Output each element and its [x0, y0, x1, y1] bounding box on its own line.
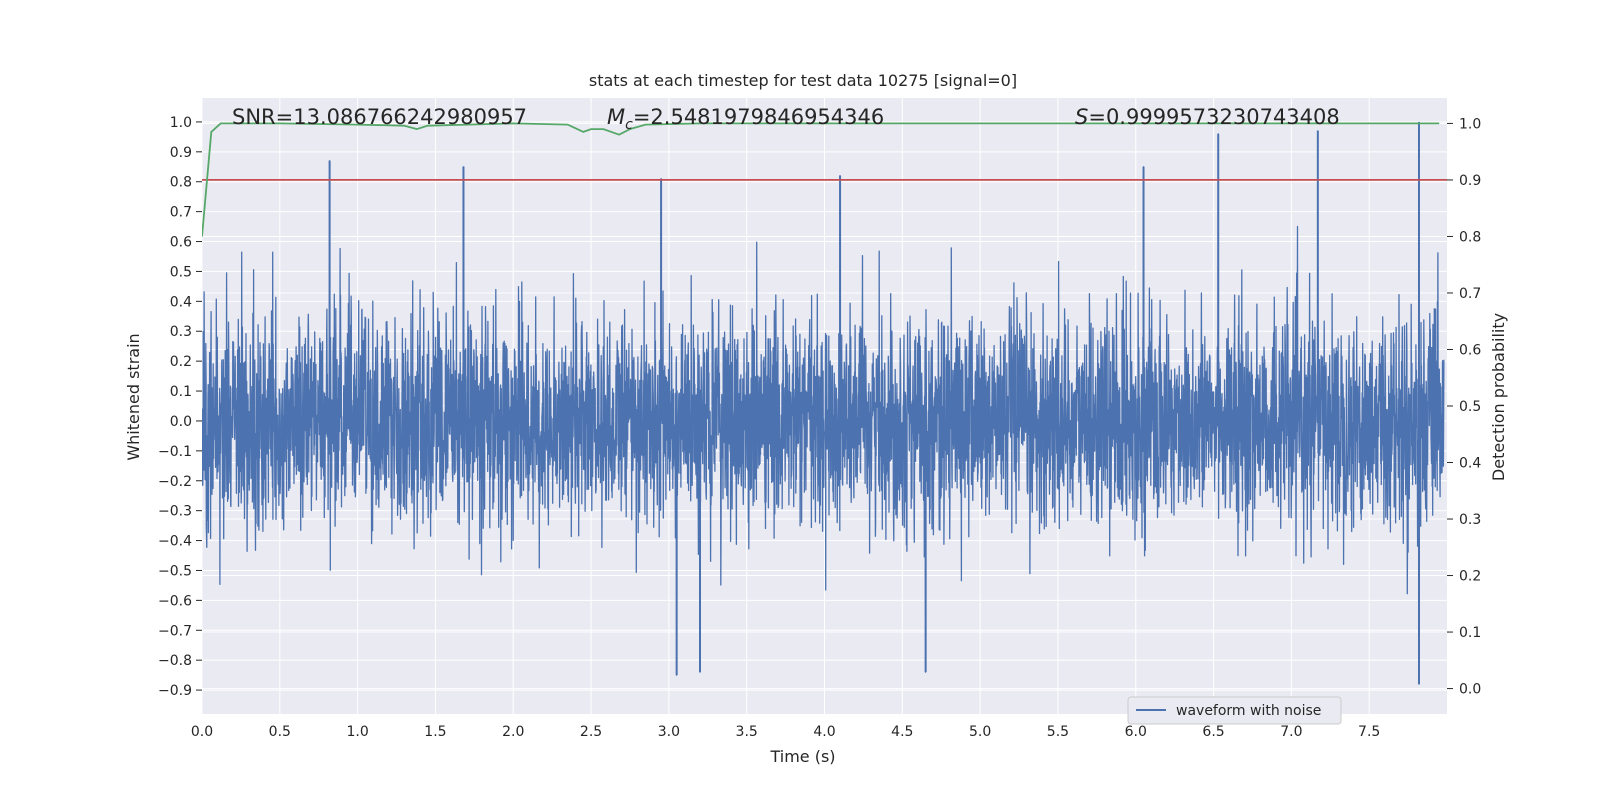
- y-tick-label-right: 0.1: [1459, 625, 1481, 641]
- s-symbol: S: [1075, 105, 1088, 129]
- y-tick-label-right: 1.0: [1459, 116, 1481, 132]
- y-tick-label-left: 0.9: [170, 145, 192, 161]
- chirp-mass-subscript: c: [625, 117, 633, 133]
- x-tick-label: 4.0: [813, 724, 835, 740]
- y-tick-label-left: 0.4: [170, 294, 192, 310]
- left-axis-ticks: 1.0 0.9 0.8 0.7 0.6 0.5 0.4 0.3 0.2 0.1 0.0 −0.1 −0.…: [158, 115, 202, 699]
- x-tick-label: 5.5: [1047, 724, 1069, 740]
- y-tick-label-left: −0.8: [158, 653, 192, 669]
- legend-box: [1127, 696, 1342, 725]
- y-tick-label-left: 0.8: [170, 175, 192, 191]
- y-tick-label-right: 0.6: [1459, 342, 1481, 358]
- y-tick-label-right: 0.3: [1459, 512, 1481, 528]
- y-tick-label-right: 0.5: [1459, 399, 1481, 415]
- x-tick-label: 6.0: [1125, 724, 1147, 740]
- y-tick-label-left: −0.1: [158, 444, 192, 460]
- x-tick-label: 7.5: [1358, 724, 1380, 740]
- s-value: =0.9999573230743408: [1088, 105, 1339, 129]
- detection-probability-line: [202, 122, 1440, 237]
- x-axis-label: Time (s): [769, 747, 835, 766]
- y-tick-label-right: 0.2: [1459, 569, 1481, 585]
- legend: waveform with noise: [1127, 696, 1342, 725]
- y-tick-label-left: 1.0: [170, 115, 192, 131]
- legend-label: waveform with noise: [1176, 703, 1321, 719]
- y-tick-label-left: 0.6: [170, 235, 192, 251]
- y-tick-label-right: 0.4: [1459, 456, 1481, 472]
- probability-series: [202, 122, 1447, 237]
- y-tick-label-right: 0.0: [1459, 682, 1481, 698]
- x-tick-label: 1.5: [424, 724, 446, 740]
- chirp-mass-annotation: Mc=2.5481979846954346: [607, 105, 884, 133]
- x-tick-label: 1.0: [346, 724, 368, 740]
- x-tick-label: 7.0: [1280, 724, 1302, 740]
- y-axis-label-left-text: Whitened strain: [124, 333, 143, 460]
- x-tick-label: 0.0: [191, 724, 213, 740]
- y-tick-label-left: −0.4: [158, 534, 192, 550]
- snr-annotation: SNR=13.086766242980957: [232, 105, 527, 129]
- y-tick-label-left: 0.5: [170, 264, 192, 280]
- waveform-series: [202, 121, 1445, 685]
- x-tick-label: 0.5: [269, 724, 291, 740]
- x-tick-label: 2.5: [580, 724, 602, 740]
- x-axis-ticks: 0.0 0.5 1.0 1.5 2.0 2.5 3.0 3.5 4.0 4.5 5.0 5.5 6.0 6…: [191, 724, 1380, 740]
- y-tick-label-left: 0.0: [170, 414, 192, 430]
- y-tick-label-left: −0.7: [158, 623, 192, 639]
- x-tick-label: 3.0: [658, 724, 680, 740]
- y-axis-label-right: Detection probability: [1489, 313, 1508, 481]
- y-tick-label-left: −0.2: [158, 474, 192, 490]
- y-tick-label-right: 0.9: [1459, 173, 1481, 189]
- y-tick-label-left: −0.9: [158, 683, 192, 699]
- y-tick-label-right: 0.7: [1459, 286, 1481, 302]
- y-tick-label-left: 0.3: [170, 324, 192, 340]
- x-tick-label: 6.5: [1202, 724, 1224, 740]
- s-annotation: S=0.9999573230743408: [1075, 105, 1340, 129]
- x-tick-label: 4.5: [891, 724, 913, 740]
- chirp-mass-value: =2.5481979846954346: [633, 105, 884, 129]
- right-axis-ticks: 1.0 0.9 0.8 0.7 0.6 0.5 0.4 0.3 0.2 0.1 0.0: [1447, 116, 1481, 698]
- chart-title: stats at each timestep for test data 102…: [589, 71, 1017, 90]
- chirp-mass-symbol: M: [607, 105, 625, 129]
- y-tick-label-right: 0.8: [1459, 229, 1481, 245]
- y-tick-label-left: 0.2: [170, 354, 192, 370]
- y-tick-label-left: 0.7: [170, 205, 192, 221]
- y-tick-label-left: −0.5: [158, 563, 192, 579]
- y-tick-label-left: −0.6: [158, 593, 192, 609]
- y-tick-label-left: −0.3: [158, 504, 192, 520]
- x-tick-label: 2.0: [502, 724, 524, 740]
- x-tick-label: 3.5: [736, 724, 758, 740]
- x-tick-label: 5.0: [969, 724, 991, 740]
- y-tick-label-left: 0.1: [170, 384, 192, 400]
- waveform-line: [202, 130, 1445, 685]
